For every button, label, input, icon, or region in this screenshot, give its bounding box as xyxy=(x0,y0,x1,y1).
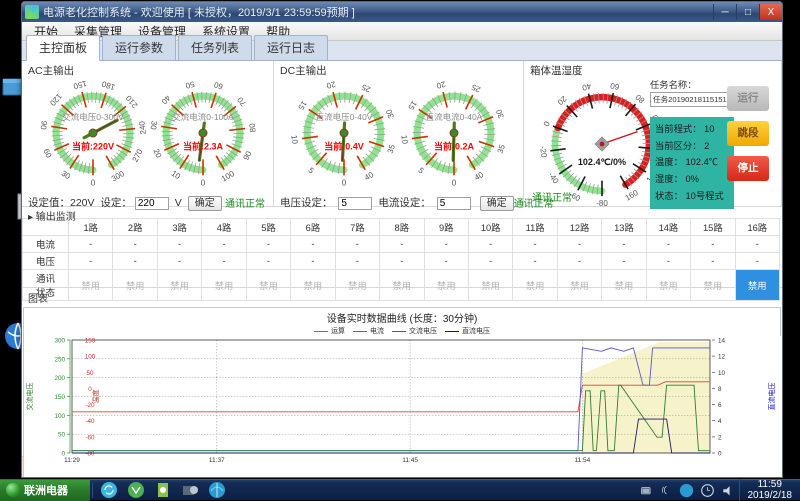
svg-text:交流电压: 交流电压 xyxy=(25,383,34,411)
svg-text:35: 35 xyxy=(385,143,397,155)
svg-text:20: 20 xyxy=(325,79,336,90)
svg-text:50: 50 xyxy=(58,432,66,439)
svg-text:300: 300 xyxy=(109,169,126,184)
svg-text:-20: -20 xyxy=(538,145,549,158)
svg-text:0: 0 xyxy=(200,178,205,187)
svg-text:90: 90 xyxy=(241,149,253,162)
svg-text:20: 20 xyxy=(555,94,568,107)
svg-text:温度: 温度 xyxy=(91,390,100,404)
svg-text:150: 150 xyxy=(85,338,96,345)
svg-text:150: 150 xyxy=(71,79,87,91)
svg-text:直流电压: 直流电压 xyxy=(767,383,776,411)
svg-text:100: 100 xyxy=(54,413,65,420)
svg-text:200: 200 xyxy=(54,375,65,382)
svg-text:50: 50 xyxy=(184,79,195,90)
svg-text:8: 8 xyxy=(718,386,722,393)
svg-text:30: 30 xyxy=(59,169,72,182)
svg-text:当前:220V: 当前:220V xyxy=(71,141,113,152)
svg-text:102.4℃/0%: 102.4℃/0% xyxy=(578,157,626,167)
svg-text:15: 15 xyxy=(405,99,418,112)
svg-text:5: 5 xyxy=(416,166,426,176)
svg-text:25: 25 xyxy=(469,82,481,94)
svg-text:0: 0 xyxy=(88,386,92,393)
svg-text:交流电压0-300V: 交流电压0-300V xyxy=(62,112,124,122)
svg-text:0: 0 xyxy=(541,120,551,128)
svg-text:30: 30 xyxy=(148,120,158,131)
svg-text:直流电压0-40V: 直流电压0-40V xyxy=(315,112,372,122)
svg-text:60: 60 xyxy=(212,80,224,91)
svg-text:35: 35 xyxy=(495,143,507,155)
svg-text:11:37: 11:37 xyxy=(209,457,225,464)
svg-text:12: 12 xyxy=(718,354,726,361)
svg-text:11:29: 11:29 xyxy=(64,457,80,464)
svg-text:-40: -40 xyxy=(85,418,95,425)
svg-text:50: 50 xyxy=(86,370,94,377)
svg-text:直流电流0-40A: 直流电流0-40A xyxy=(425,112,482,122)
svg-text:11:45: 11:45 xyxy=(402,457,418,464)
svg-text:0: 0 xyxy=(341,178,346,187)
svg-text:150: 150 xyxy=(54,394,65,401)
svg-text:当前:2.3A: 当前:2.3A xyxy=(182,141,223,152)
svg-text:10: 10 xyxy=(169,169,182,182)
svg-text:40: 40 xyxy=(159,93,172,106)
svg-text:90: 90 xyxy=(38,120,48,131)
svg-text:70: 70 xyxy=(235,95,248,108)
svg-text:100: 100 xyxy=(219,169,236,184)
svg-text:40: 40 xyxy=(581,81,592,92)
svg-text:240: 240 xyxy=(137,120,147,135)
svg-text:0: 0 xyxy=(451,178,456,187)
svg-text:-80: -80 xyxy=(85,451,95,458)
svg-text:60: 60 xyxy=(609,81,620,92)
svg-text:30: 30 xyxy=(494,108,506,120)
svg-text:4: 4 xyxy=(718,418,722,425)
svg-text:交流电流0-100A: 交流电流0-100A xyxy=(172,112,234,122)
svg-text:80: 80 xyxy=(247,122,257,132)
svg-text:11:54: 11:54 xyxy=(575,457,591,464)
svg-text:40: 40 xyxy=(362,170,375,183)
svg-text:10: 10 xyxy=(718,370,726,377)
svg-text:30: 30 xyxy=(384,108,396,120)
svg-text:60: 60 xyxy=(41,147,53,159)
svg-text:2: 2 xyxy=(718,434,722,441)
svg-text:6: 6 xyxy=(718,402,722,409)
svg-text:250: 250 xyxy=(54,356,65,363)
svg-text:0: 0 xyxy=(90,178,95,187)
svg-text:10: 10 xyxy=(399,135,409,146)
svg-text:180: 180 xyxy=(100,79,116,92)
svg-text:20: 20 xyxy=(435,79,446,90)
svg-text:80: 80 xyxy=(633,92,646,105)
svg-text:15: 15 xyxy=(295,99,308,112)
svg-text:20: 20 xyxy=(151,147,163,159)
svg-text:14: 14 xyxy=(718,338,726,345)
svg-text:160: 160 xyxy=(624,188,641,203)
svg-text:10: 10 xyxy=(289,135,299,146)
svg-text:300: 300 xyxy=(54,338,65,345)
svg-text:当前:0.4V: 当前:0.4V xyxy=(324,141,364,152)
svg-text:25: 25 xyxy=(359,82,371,94)
svg-text:-60: -60 xyxy=(85,434,95,441)
svg-text:100: 100 xyxy=(85,354,96,361)
svg-text:当前:0.2A: 当前:0.2A xyxy=(433,141,474,152)
svg-text:40: 40 xyxy=(472,170,485,183)
svg-text:270: 270 xyxy=(130,147,144,163)
svg-text:0: 0 xyxy=(718,451,722,458)
svg-text:-40: -40 xyxy=(546,171,560,186)
svg-text:5: 5 xyxy=(306,166,316,176)
